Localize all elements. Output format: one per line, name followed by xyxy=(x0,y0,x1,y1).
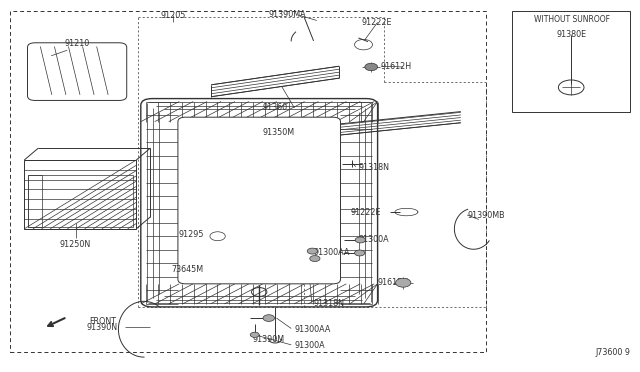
Text: 91318N: 91318N xyxy=(314,299,344,308)
Circle shape xyxy=(396,278,411,287)
Text: 91300AA: 91300AA xyxy=(314,248,350,257)
Text: 91300AA: 91300AA xyxy=(294,325,331,334)
Text: 91390MA: 91390MA xyxy=(269,10,307,19)
Bar xyxy=(24,160,136,229)
Text: 91612H: 91612H xyxy=(381,62,412,71)
Text: 91390N: 91390N xyxy=(86,323,118,332)
Text: 91612H: 91612H xyxy=(378,278,409,287)
Text: WITHOUT SUNROOF: WITHOUT SUNROOF xyxy=(534,15,609,24)
Circle shape xyxy=(263,315,275,321)
Text: 91205: 91205 xyxy=(160,11,186,20)
Text: 91360: 91360 xyxy=(262,103,287,112)
Text: 91222E: 91222E xyxy=(362,18,392,27)
Bar xyxy=(28,175,133,227)
Text: 73645M: 73645M xyxy=(172,265,204,274)
Text: 91380E: 91380E xyxy=(556,30,587,39)
Circle shape xyxy=(307,248,317,254)
Text: 91222E: 91222E xyxy=(351,208,381,217)
Text: 91210: 91210 xyxy=(64,39,90,48)
Bar xyxy=(512,11,630,112)
Bar xyxy=(28,175,42,227)
Text: 91250N: 91250N xyxy=(60,240,91,249)
Text: 91318N: 91318N xyxy=(358,163,389,172)
Circle shape xyxy=(365,63,378,71)
Text: 91300A: 91300A xyxy=(358,235,389,244)
Text: 91390MB: 91390MB xyxy=(467,211,505,220)
Circle shape xyxy=(250,332,259,337)
Text: 91300A: 91300A xyxy=(294,341,325,350)
Text: 91295: 91295 xyxy=(178,230,204,239)
Circle shape xyxy=(355,237,365,243)
Text: 91390M: 91390M xyxy=(253,335,285,344)
FancyBboxPatch shape xyxy=(178,117,340,284)
Text: 91350M: 91350M xyxy=(262,128,294,137)
Circle shape xyxy=(310,256,320,262)
Circle shape xyxy=(355,250,365,256)
Text: J73600 9: J73600 9 xyxy=(595,348,630,357)
Text: FRONT: FRONT xyxy=(90,317,116,326)
Bar xyxy=(10,11,486,352)
